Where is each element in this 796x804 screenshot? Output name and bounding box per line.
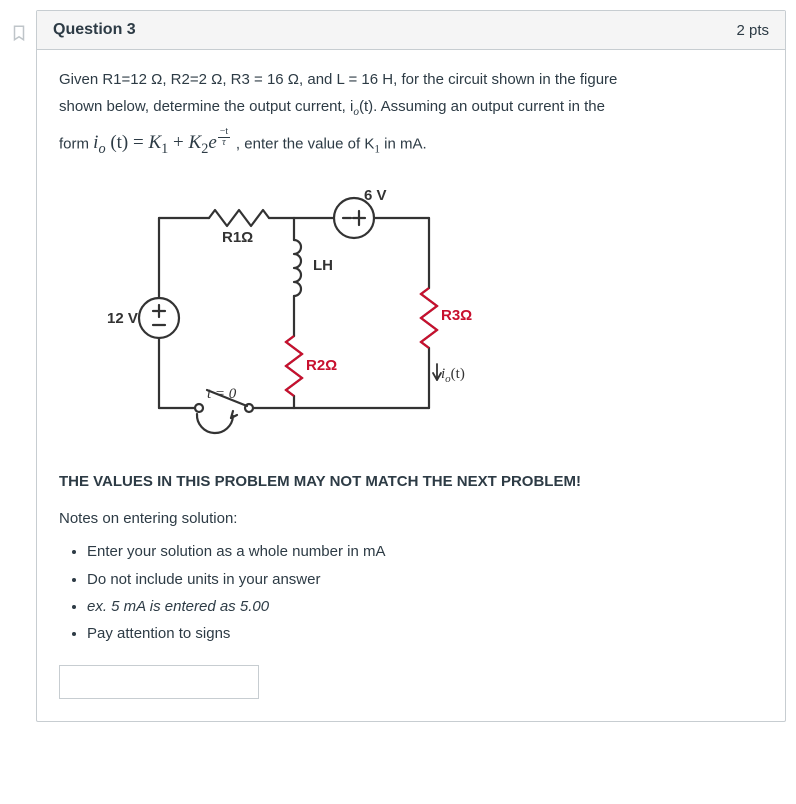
prompt-line-1: Given R1=12 Ω, R2=2 Ω, R3 = 16 Ω, and L … [59, 68, 763, 91]
list-item: ex. 5 mA is entered as 5.00 [87, 595, 763, 618]
card-header: Question 3 2 pts [37, 11, 785, 50]
label-t0: t = 0 [207, 386, 237, 402]
label-r2: R2Ω [306, 357, 337, 374]
answer-input[interactable] [59, 665, 259, 699]
prompt-text: Given R1=12 Ω, R2=2 Ω, R3 = 16 Ω, and L … [59, 68, 763, 160]
prompt-line-3: form io (t) = K1 + K2e−tτ , enter the va… [59, 126, 763, 160]
list-item: Pay attention to signs [87, 622, 763, 645]
question-card: Question 3 2 pts Given R1=12 Ω, R2=2 Ω, … [36, 10, 786, 722]
circuit-diagram: 12 V 6 V R1Ω LH R2Ω R3Ω t = 0 io(t) [59, 164, 763, 444]
question-title: Question 3 [53, 21, 136, 39]
warning-text: THE VALUES IN THIS PROBLEM MAY NOT MATCH… [59, 470, 763, 493]
prompt-line-2: shown below, determine the output curren… [59, 95, 763, 121]
notes-list: Enter your solution as a whole number in… [59, 540, 763, 645]
card-body: Given R1=12 Ω, R2=2 Ω, R3 = 16 Ω, and L … [37, 50, 785, 721]
label-r1: R1Ω [222, 229, 253, 246]
equation: io (t) = K1 + K2e−tτ [93, 132, 236, 153]
svg-text:io(t): io(t) [441, 366, 465, 385]
question-points: 2 pts [736, 22, 769, 39]
notes-title: Notes on entering solution: [59, 507, 763, 530]
label-lh: LH [313, 257, 333, 274]
list-item: Enter your solution as a whole number in… [87, 540, 763, 563]
question-container: Question 3 2 pts Given R1=12 Ω, R2=2 Ω, … [0, 10, 796, 722]
label-r3: R3Ω [441, 307, 472, 324]
label-12v: 12 V [107, 310, 138, 327]
label-6v: 6 V [364, 187, 387, 204]
list-item: Do not include units in your answer [87, 568, 763, 591]
bookmark-icon [10, 24, 28, 42]
